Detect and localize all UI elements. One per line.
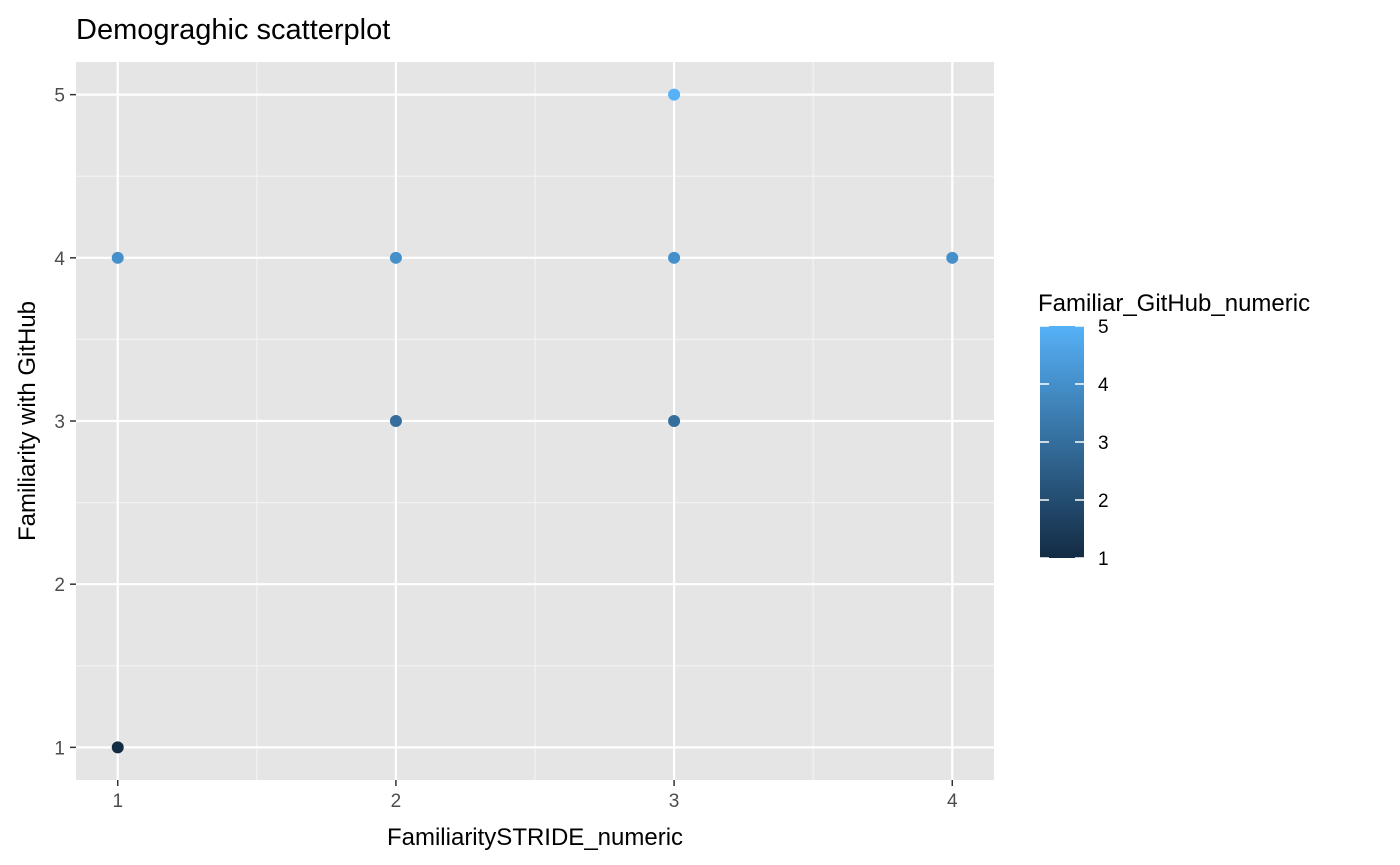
x-tick-label: 1 [112, 791, 123, 812]
y-tick-label: 3 [54, 412, 65, 433]
points-layer [111, 88, 959, 754]
legend-tick-label: 2 [1098, 491, 1109, 512]
legend-tick-label: 1 [1098, 549, 1109, 570]
chart-title: Demograghic scatterplot [76, 14, 390, 46]
y-axis: 1 2 3 4 5 [54, 86, 76, 759]
scatter-point [111, 251, 124, 264]
scatter-point [389, 415, 402, 427]
color-legend: Familiar_GitHub_numeric 1 2 3 4 5 [1038, 290, 1310, 570]
scatter-point [668, 415, 681, 427]
scatter-point [389, 251, 402, 264]
scatter-point [946, 251, 959, 264]
legend-title: Familiar_GitHub_numeric [1038, 290, 1310, 317]
y-tick-label: 2 [54, 575, 65, 596]
x-axis: 1 2 3 4 [112, 780, 958, 812]
scatter-point [668, 88, 681, 101]
y-tick-label: 5 [54, 86, 65, 107]
legend-tick-label: 3 [1098, 433, 1109, 454]
x-tick-label: 2 [391, 791, 402, 812]
legend-ticks: 1 2 3 4 5 [1040, 317, 1109, 570]
legend-tick-label: 5 [1098, 317, 1109, 338]
scatter-point [111, 741, 124, 754]
legend-tick-label: 4 [1098, 375, 1109, 396]
y-tick-label: 1 [54, 738, 65, 759]
scatter-point [668, 251, 681, 264]
x-tick-label: 4 [947, 791, 958, 812]
x-tick-label: 3 [669, 791, 680, 812]
x-axis-title: FamiliaritySTRIDE_numeric [387, 824, 683, 851]
y-tick-label: 4 [54, 249, 65, 270]
y-axis-title: Familiarity with GitHub [14, 301, 41, 541]
